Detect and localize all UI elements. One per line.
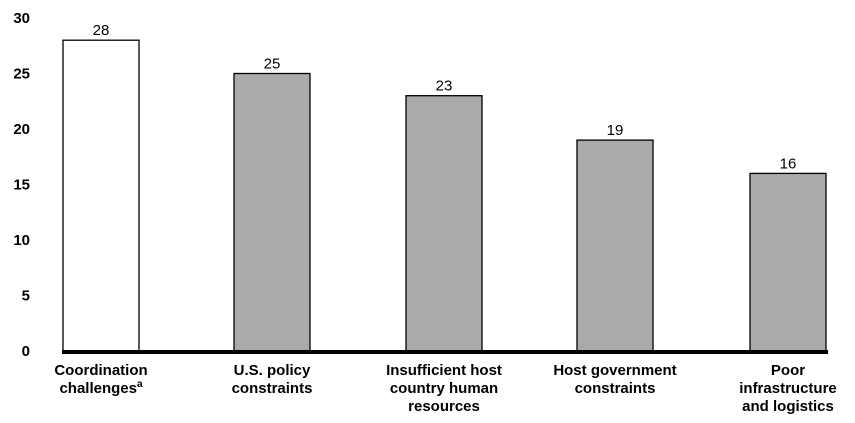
data-labels: 28 25 23 19 16 [93,22,797,172]
bar [405,95,483,352]
category-label-line: challengesa [59,379,143,397]
y-tick-label: 5 [22,288,30,305]
footnote-marker: a [137,379,143,390]
data-label: 16 [780,155,797,172]
category-label-line: and logistics [742,398,834,415]
y-tick-label: 0 [22,343,30,360]
category-label-line: Insufficient host [386,362,502,379]
y-tick-label: 25 [13,66,30,83]
data-label: 28 [93,22,110,39]
bar [233,72,311,352]
data-label: 23 [436,78,453,95]
y-tick-label: 10 [13,232,30,249]
category-label-line: country human [390,380,498,397]
category-label-line: constraints [232,380,313,397]
y-axis-ticks: 0 5 10 15 20 25 30 [13,10,30,360]
category-label-line: Host government [553,362,676,379]
data-label: 19 [607,122,624,139]
data-label: 25 [264,56,281,73]
y-tick-label: 20 [13,121,30,138]
bars [62,39,827,352]
category-label-line: Coordination [54,362,147,379]
bar [62,39,140,352]
category-label-line: constraints [575,380,656,397]
bar [576,139,654,352]
y-tick-label: 15 [13,177,30,194]
category-label-line: Poor [771,362,805,379]
y-tick-label: 30 [13,10,30,27]
category-label-line: U.S. policy [234,362,311,379]
category-label-line: resources [408,398,480,415]
bar [749,172,827,352]
category-label-line: infrastructure [739,380,837,397]
